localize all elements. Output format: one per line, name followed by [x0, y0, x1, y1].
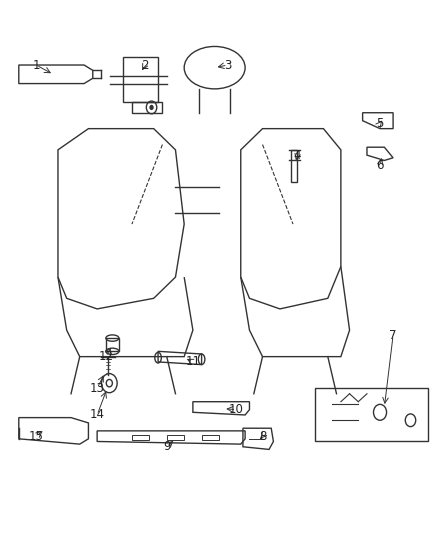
Text: 5: 5: [376, 117, 384, 130]
Text: 11: 11: [185, 356, 201, 368]
Bar: [132, 435, 149, 440]
Bar: [201, 435, 219, 440]
Text: 2: 2: [141, 59, 149, 71]
Text: 13: 13: [90, 382, 105, 395]
Text: 10: 10: [229, 403, 244, 416]
Text: 8: 8: [259, 430, 266, 443]
Text: 12: 12: [99, 350, 113, 363]
Text: 3: 3: [224, 59, 231, 71]
Text: 7: 7: [389, 329, 397, 342]
Text: 4: 4: [293, 149, 301, 161]
Text: 9: 9: [163, 440, 170, 453]
Bar: [167, 435, 184, 440]
Text: 6: 6: [376, 159, 384, 172]
Circle shape: [149, 105, 154, 110]
Text: 15: 15: [29, 430, 44, 443]
Text: 14: 14: [90, 408, 105, 422]
Text: 1: 1: [32, 59, 40, 71]
